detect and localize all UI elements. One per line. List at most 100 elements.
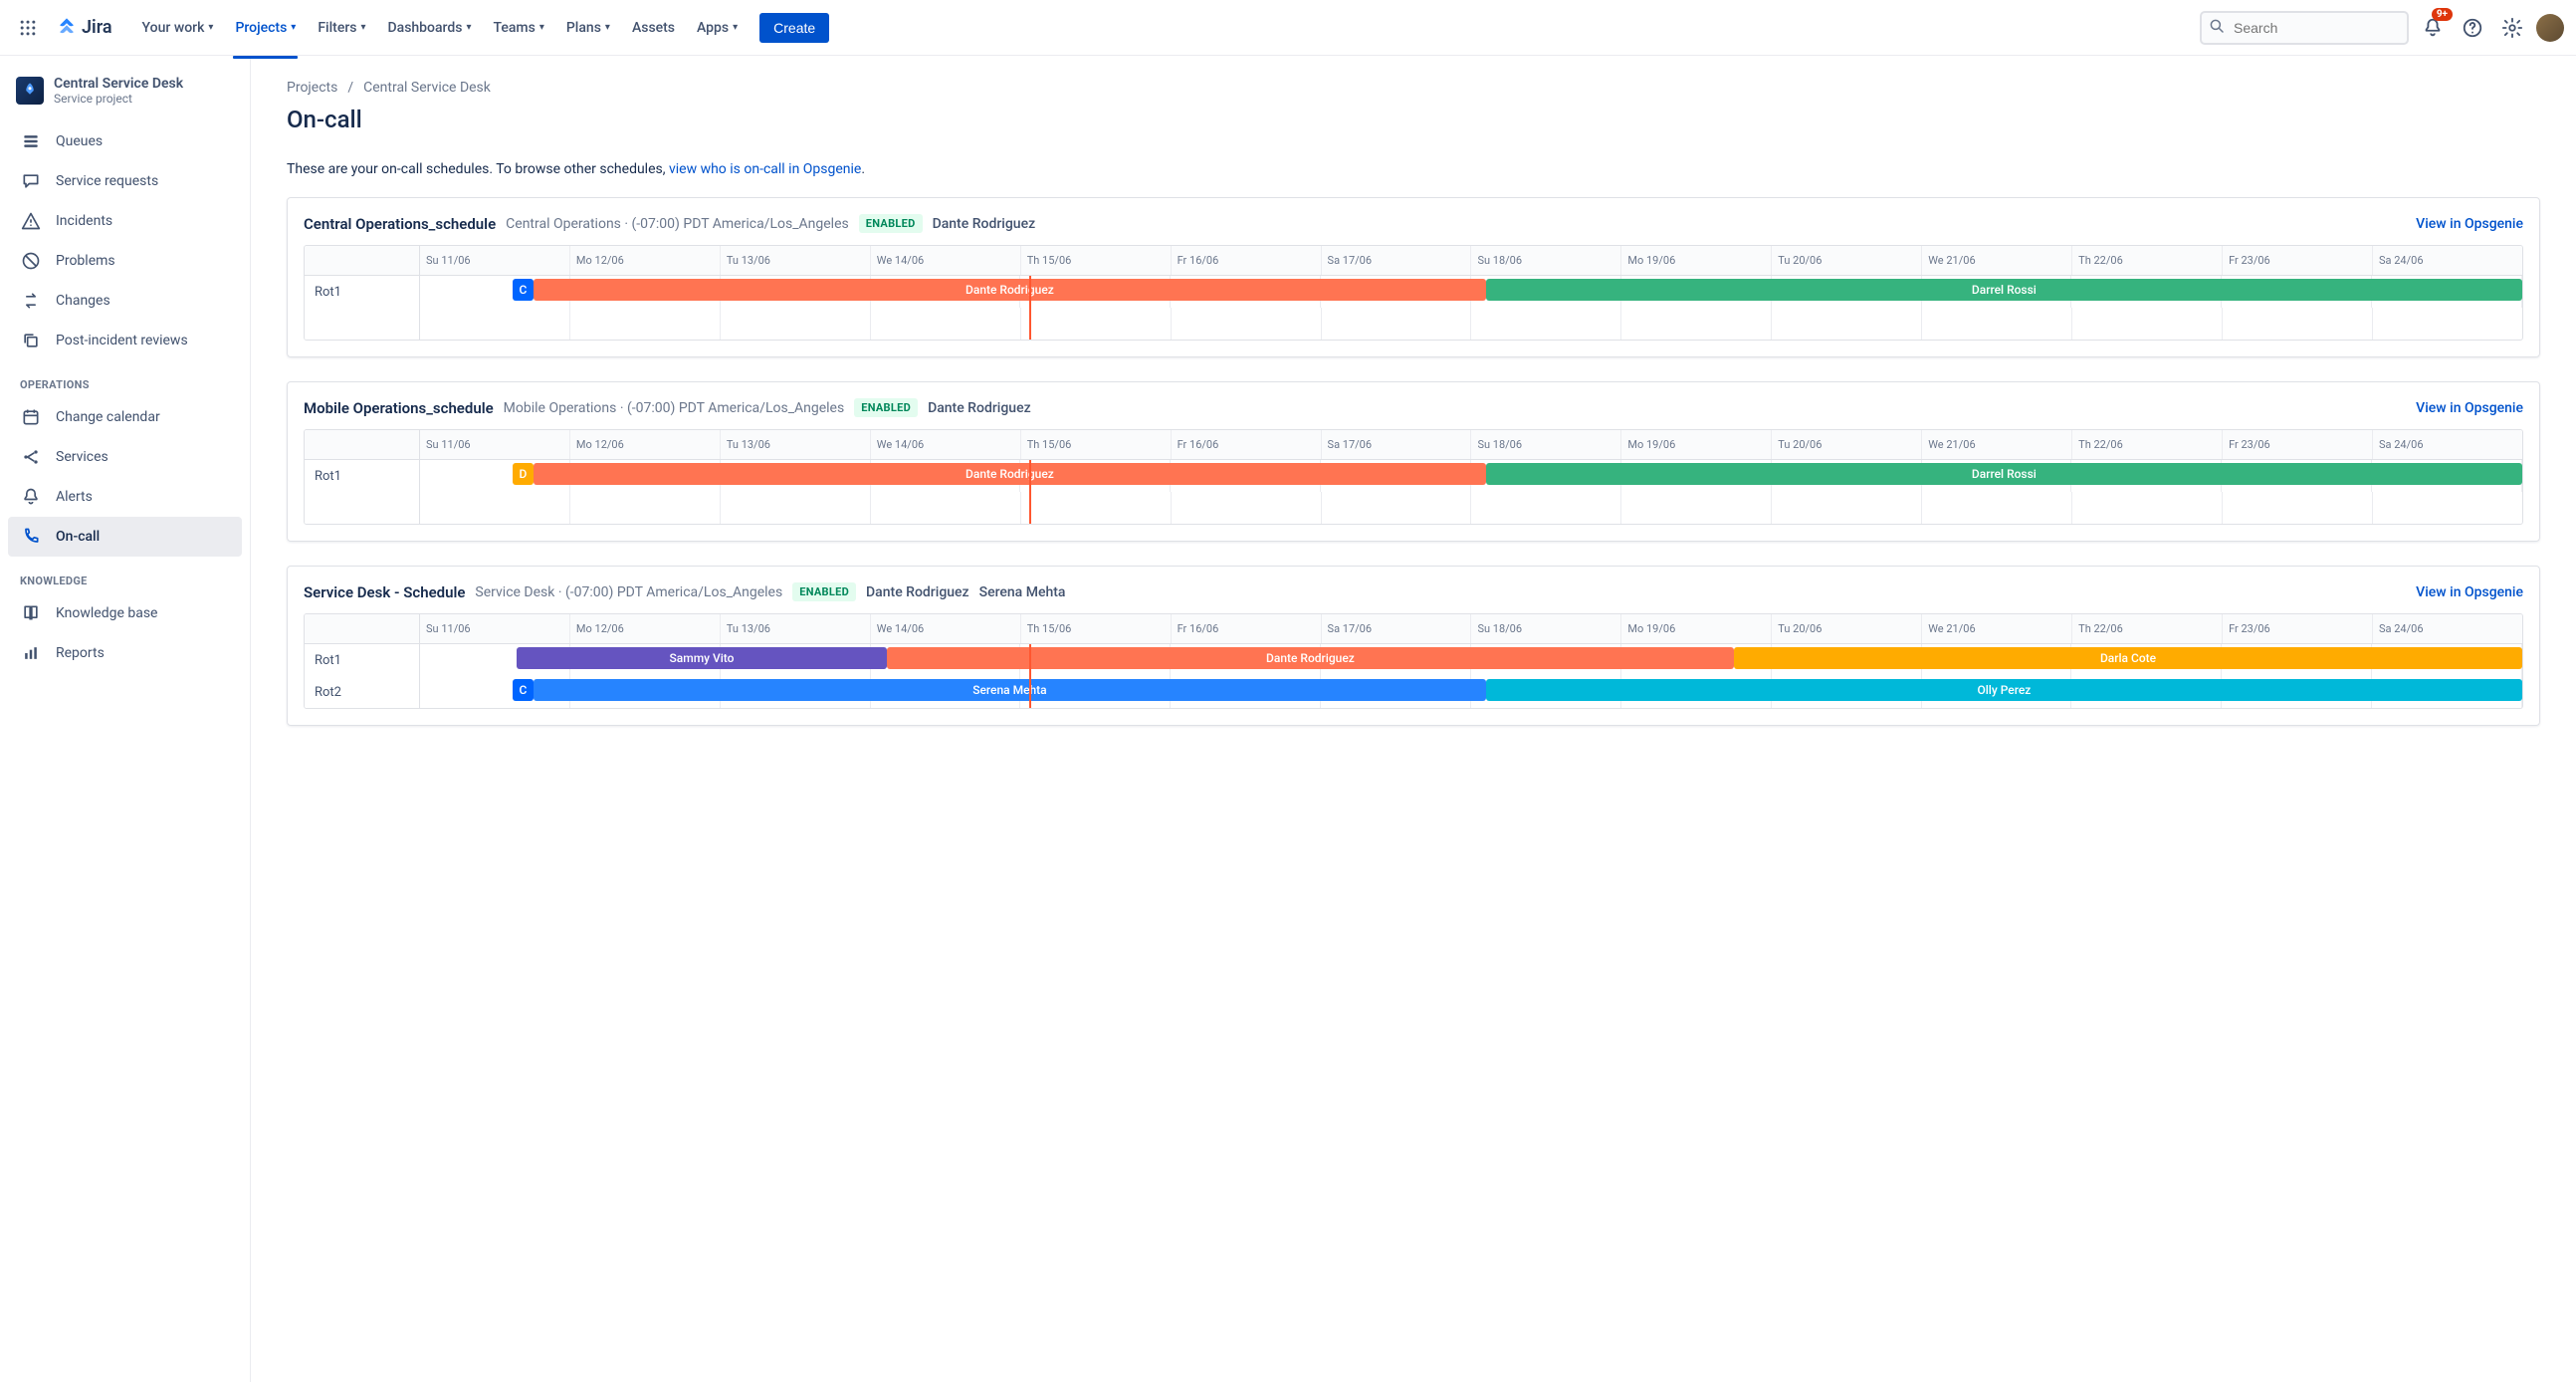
timeline-track bbox=[420, 308, 2522, 340]
settings-button[interactable] bbox=[2496, 12, 2528, 44]
jira-logo[interactable]: Jira bbox=[48, 17, 120, 39]
help-button[interactable] bbox=[2457, 12, 2488, 44]
schedule-bar[interactable]: C bbox=[513, 279, 534, 301]
timeline-days: Su 11/06Mo 12/06Tu 13/06We 14/06Th 15/06… bbox=[420, 246, 2522, 275]
schedule-bar[interactable]: Dante Rodriguez bbox=[534, 463, 1486, 485]
schedule-bar[interactable]: D bbox=[513, 463, 534, 485]
sidebar-item-service-requests[interactable]: Service requests bbox=[8, 161, 242, 201]
user-avatar[interactable] bbox=[2536, 14, 2564, 42]
app-switcher-button[interactable] bbox=[12, 12, 44, 44]
nav-item-filters[interactable]: Filters▾ bbox=[308, 14, 375, 42]
schedule-meta: Central Operations · (-07:00) PDT Americ… bbox=[506, 216, 849, 232]
grid-cell bbox=[420, 308, 570, 340]
timeline-day: Su 11/06 bbox=[420, 430, 570, 459]
grid-cell bbox=[2223, 308, 2373, 340]
sidebar-item-incidents[interactable]: Incidents bbox=[8, 201, 242, 241]
bell-icon bbox=[20, 486, 42, 508]
sidebar-item-label: Change calendar bbox=[56, 409, 160, 425]
chevron-down-icon: ▾ bbox=[360, 22, 365, 33]
schedule-bar[interactable]: Dante Rodriguez bbox=[887, 647, 1734, 669]
oncall-icon bbox=[20, 526, 42, 548]
nav-item-apps[interactable]: Apps▾ bbox=[687, 14, 748, 42]
nav-item-assets[interactable]: Assets bbox=[622, 14, 685, 42]
nav-item-your-work[interactable]: Your work▾ bbox=[132, 14, 224, 42]
timeline-header: Su 11/06Mo 12/06Tu 13/06We 14/06Th 15/06… bbox=[305, 430, 2522, 460]
timeline-day: We 21/06 bbox=[1922, 246, 2072, 275]
timeline-days: Su 11/06Mo 12/06Tu 13/06We 14/06Th 15/06… bbox=[420, 614, 2522, 643]
grid-cell bbox=[1772, 308, 1922, 340]
nav-item-label: Projects bbox=[235, 20, 287, 36]
sidebar-item-label: Incidents bbox=[56, 213, 112, 229]
breadcrumb-current[interactable]: Central Service Desk bbox=[363, 80, 491, 96]
schedule-bar[interactable]: Sammy Vito bbox=[517, 647, 887, 669]
schedule-bar[interactable]: Dante Rodriguez bbox=[534, 279, 1486, 301]
breadcrumb-root[interactable]: Projects bbox=[287, 80, 337, 96]
grid-cell bbox=[1772, 492, 1922, 524]
grid-cell bbox=[721, 492, 871, 524]
schedule-person: Dante Rodriguez bbox=[866, 584, 969, 600]
notifications-button[interactable]: 9+ bbox=[2417, 12, 2449, 44]
view-in-opsgenie-link[interactable]: View in Opsgenie bbox=[2416, 216, 2523, 232]
chevron-down-icon: ▾ bbox=[466, 22, 471, 33]
schedule-bar[interactable]: Olly Perez bbox=[1486, 679, 2522, 701]
view-in-opsgenie-link[interactable]: View in Opsgenie bbox=[2416, 400, 2523, 416]
nav-item-plans[interactable]: Plans ▾ bbox=[556, 14, 620, 42]
nav-items: Your work▾Projects▾Filters▾Dashboards▾Te… bbox=[132, 14, 749, 42]
sidebar-item-changes[interactable]: Changes bbox=[8, 281, 242, 321]
rotation-label bbox=[305, 492, 420, 524]
page-title: On-call bbox=[287, 106, 2540, 133]
grid-cell bbox=[570, 308, 721, 340]
schedule-meta: Service Desk · (-07:00) PDT America/Los_… bbox=[475, 584, 782, 600]
sidebar-item-change-calendar[interactable]: Change calendar bbox=[8, 397, 242, 437]
grid-cell bbox=[570, 492, 721, 524]
breadcrumb-separator: / bbox=[347, 80, 353, 96]
timeline-day: Sa 17/06 bbox=[1322, 614, 1472, 643]
timeline: Su 11/06Mo 12/06Tu 13/06We 14/06Th 15/06… bbox=[304, 245, 2523, 341]
grid-cell bbox=[1922, 492, 2072, 524]
opsgenie-link[interactable]: view who is on-call in Opsgenie bbox=[669, 161, 861, 177]
jira-icon bbox=[56, 17, 78, 39]
timeline-day: Mo 19/06 bbox=[1621, 246, 1772, 275]
project-header[interactable]: Central Service Desk Service project bbox=[8, 76, 242, 121]
create-button[interactable]: Create bbox=[759, 13, 829, 43]
sidebar-item-label: Service requests bbox=[56, 173, 158, 189]
search-input[interactable] bbox=[2200, 11, 2409, 45]
timeline-day: Tu 13/06 bbox=[721, 246, 871, 275]
timeline-day: Fr 23/06 bbox=[2223, 246, 2373, 275]
chevron-down-icon: ▾ bbox=[291, 22, 296, 33]
sidebar-item-alerts[interactable]: Alerts bbox=[8, 477, 242, 517]
schedule-name: Central Operations_schedule bbox=[304, 215, 496, 233]
timeline-day: Sa 24/06 bbox=[2373, 614, 2522, 643]
sidebar-item-on-call[interactable]: On-call bbox=[8, 517, 242, 557]
timeline-day: Fr 16/06 bbox=[1172, 614, 1322, 643]
view-in-opsgenie-link[interactable]: View in Opsgenie bbox=[2416, 584, 2523, 600]
sidebar-item-reports[interactable]: Reports bbox=[8, 633, 242, 673]
nav-item-projects[interactable]: Projects ▾ bbox=[225, 14, 306, 42]
nav-item-label: Plans bbox=[566, 20, 601, 36]
timeline-body: Rot1DDante RodriguezDarrel Rossi bbox=[305, 460, 2522, 524]
sidebar-item-knowledge-base[interactable]: Knowledge base bbox=[8, 593, 242, 633]
schedule-card: Central Operations_schedule Central Opera… bbox=[287, 197, 2540, 357]
schedule-header: Mobile Operations_scheduleMobile Operati… bbox=[304, 398, 2523, 417]
sidebar-item-label: Problems bbox=[56, 253, 115, 269]
schedule-bar[interactable]: Darrel Rossi bbox=[1486, 279, 2522, 301]
nav-item-teams[interactable]: Teams▾ bbox=[484, 14, 554, 42]
sidebar-item-services[interactable]: Services bbox=[8, 437, 242, 477]
sidebar-item-post-incident-reviews[interactable]: Post-incident reviews bbox=[8, 321, 242, 360]
grid-cell bbox=[721, 308, 871, 340]
schedule-bar[interactable]: Darrel Rossi bbox=[1486, 463, 2522, 485]
sidebar-item-problems[interactable]: Problems bbox=[8, 241, 242, 281]
timeline-day: Tu 13/06 bbox=[721, 430, 871, 459]
schedule-person: Serena Mehta bbox=[979, 584, 1066, 600]
timeline-day: Su 11/06 bbox=[420, 246, 570, 275]
chevron-down-icon: ▾ bbox=[605, 22, 610, 33]
timeline-day: Tu 20/06 bbox=[1772, 246, 1922, 275]
schedule-name: Mobile Operations_schedule bbox=[304, 399, 494, 417]
schedule-bar[interactable]: C bbox=[513, 679, 534, 701]
grid-cell bbox=[1172, 492, 1322, 524]
schedule-bar[interactable]: Serena Mehta bbox=[534, 679, 1486, 701]
sidebar-item-queues[interactable]: Queues bbox=[8, 121, 242, 161]
help-icon bbox=[2462, 17, 2483, 39]
schedule-bar[interactable]: Darla Cote bbox=[1734, 647, 2522, 669]
nav-item-dashboards[interactable]: Dashboards▾ bbox=[378, 14, 482, 42]
